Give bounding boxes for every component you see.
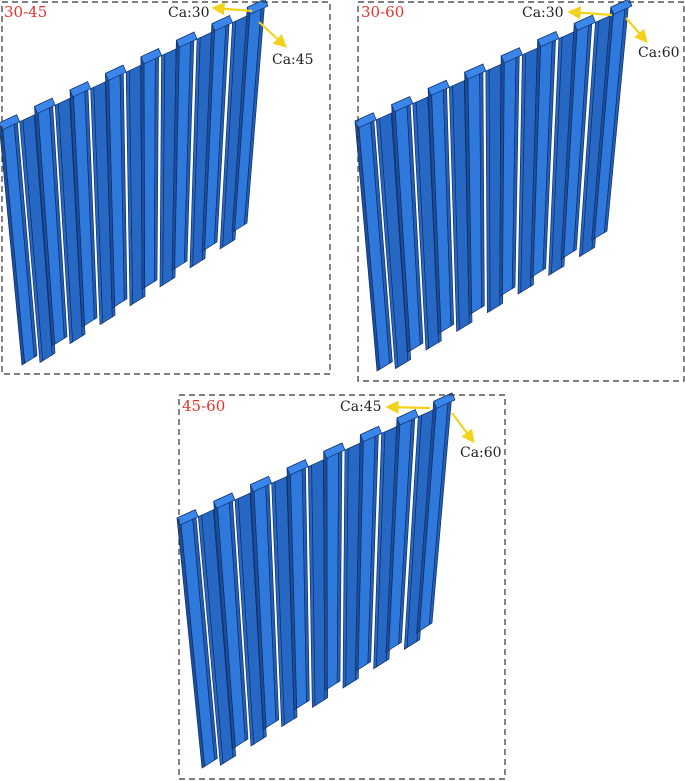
wall-face (243, 0, 266, 226)
annotation: Ca:45 (272, 52, 314, 68)
rib-top (176, 509, 199, 526)
annotation: Ca:60 (460, 445, 502, 461)
rib-top (573, 14, 596, 31)
rib-top (286, 459, 309, 476)
rib-top (213, 492, 236, 509)
rib-top (464, 63, 487, 80)
rib-top (391, 96, 414, 113)
annotation: Ca:45 (340, 399, 382, 415)
rib-top (500, 47, 523, 64)
panel-label: 45-60 (182, 397, 225, 415)
wall-face (603, 0, 630, 234)
wall-face (488, 63, 502, 312)
arrow (451, 412, 475, 444)
arrow (625, 17, 648, 43)
panel-frame (357, 1, 685, 382)
rib-top (175, 31, 198, 48)
annotation: Ca:60 (638, 45, 680, 61)
rib-top (34, 97, 56, 114)
rib-top (69, 81, 92, 98)
panel-label: 30-45 (4, 3, 47, 21)
rib-top (323, 442, 346, 459)
rib-top (610, 0, 633, 15)
rib-top (0, 114, 21, 131)
rib-top (249, 475, 273, 493)
annotation: Ca:30 (522, 5, 564, 21)
panel-label: 30-60 (361, 3, 404, 21)
rib-top (246, 0, 269, 15)
rib-top (433, 392, 456, 409)
annotation: Ca:30 (168, 5, 210, 21)
rib-top (104, 64, 127, 81)
rib-top (396, 409, 419, 426)
arrow (258, 21, 287, 48)
arrow (211, 2, 253, 16)
wall-face (326, 443, 340, 690)
wall-face (153, 48, 159, 283)
arrow (567, 6, 613, 20)
arrow (385, 400, 431, 414)
panel-frame (1, 1, 331, 375)
rib-top (211, 15, 233, 32)
wall-face (143, 49, 156, 289)
rib-top (140, 48, 163, 65)
rib-top (359, 425, 383, 443)
rib-top (354, 112, 377, 129)
rib-top (427, 79, 450, 96)
rib-top (537, 31, 560, 48)
panel-frame (178, 394, 506, 780)
